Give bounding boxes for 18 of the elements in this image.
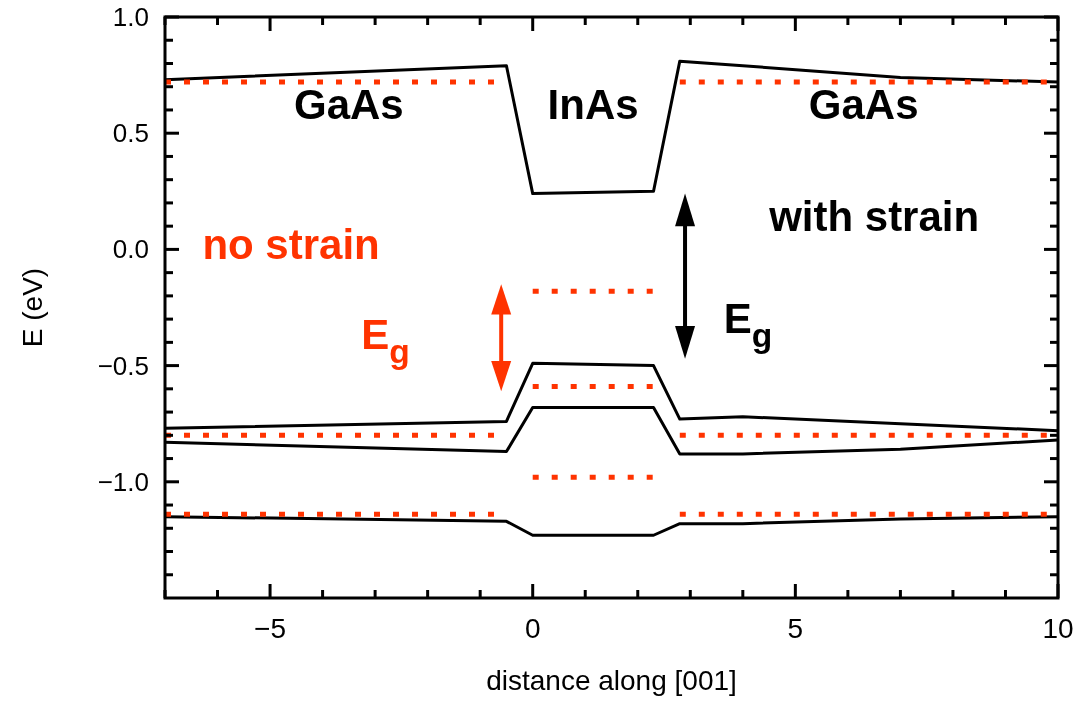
annotation: E$_{g}$ (723, 295, 773, 354)
y-tick-label: 0.0 (112, 234, 149, 265)
annotation: GaAs (808, 81, 919, 129)
y-tick-label: 0.5 (112, 118, 149, 149)
y-tick-label: 1.0 (112, 2, 149, 32)
y-tick-label: −1.0 (97, 466, 149, 497)
annotation: with strain (768, 192, 980, 240)
x-tick-label: 5 (787, 613, 804, 644)
y-tick-label: −0.5 (97, 350, 149, 381)
annotation: E$_{g}$ (361, 311, 410, 370)
x-tick-label: 10 (1042, 613, 1074, 644)
x-tick-label: 0 (524, 613, 541, 644)
x-tick-label: −5 (254, 613, 287, 644)
annotation: GaAs (293, 81, 404, 129)
annotation: no strain (202, 220, 380, 268)
x-axis-title: distance along [001] (486, 665, 737, 696)
y-axis-title: E (eV) (17, 267, 48, 348)
annotation: InAs (547, 81, 639, 129)
